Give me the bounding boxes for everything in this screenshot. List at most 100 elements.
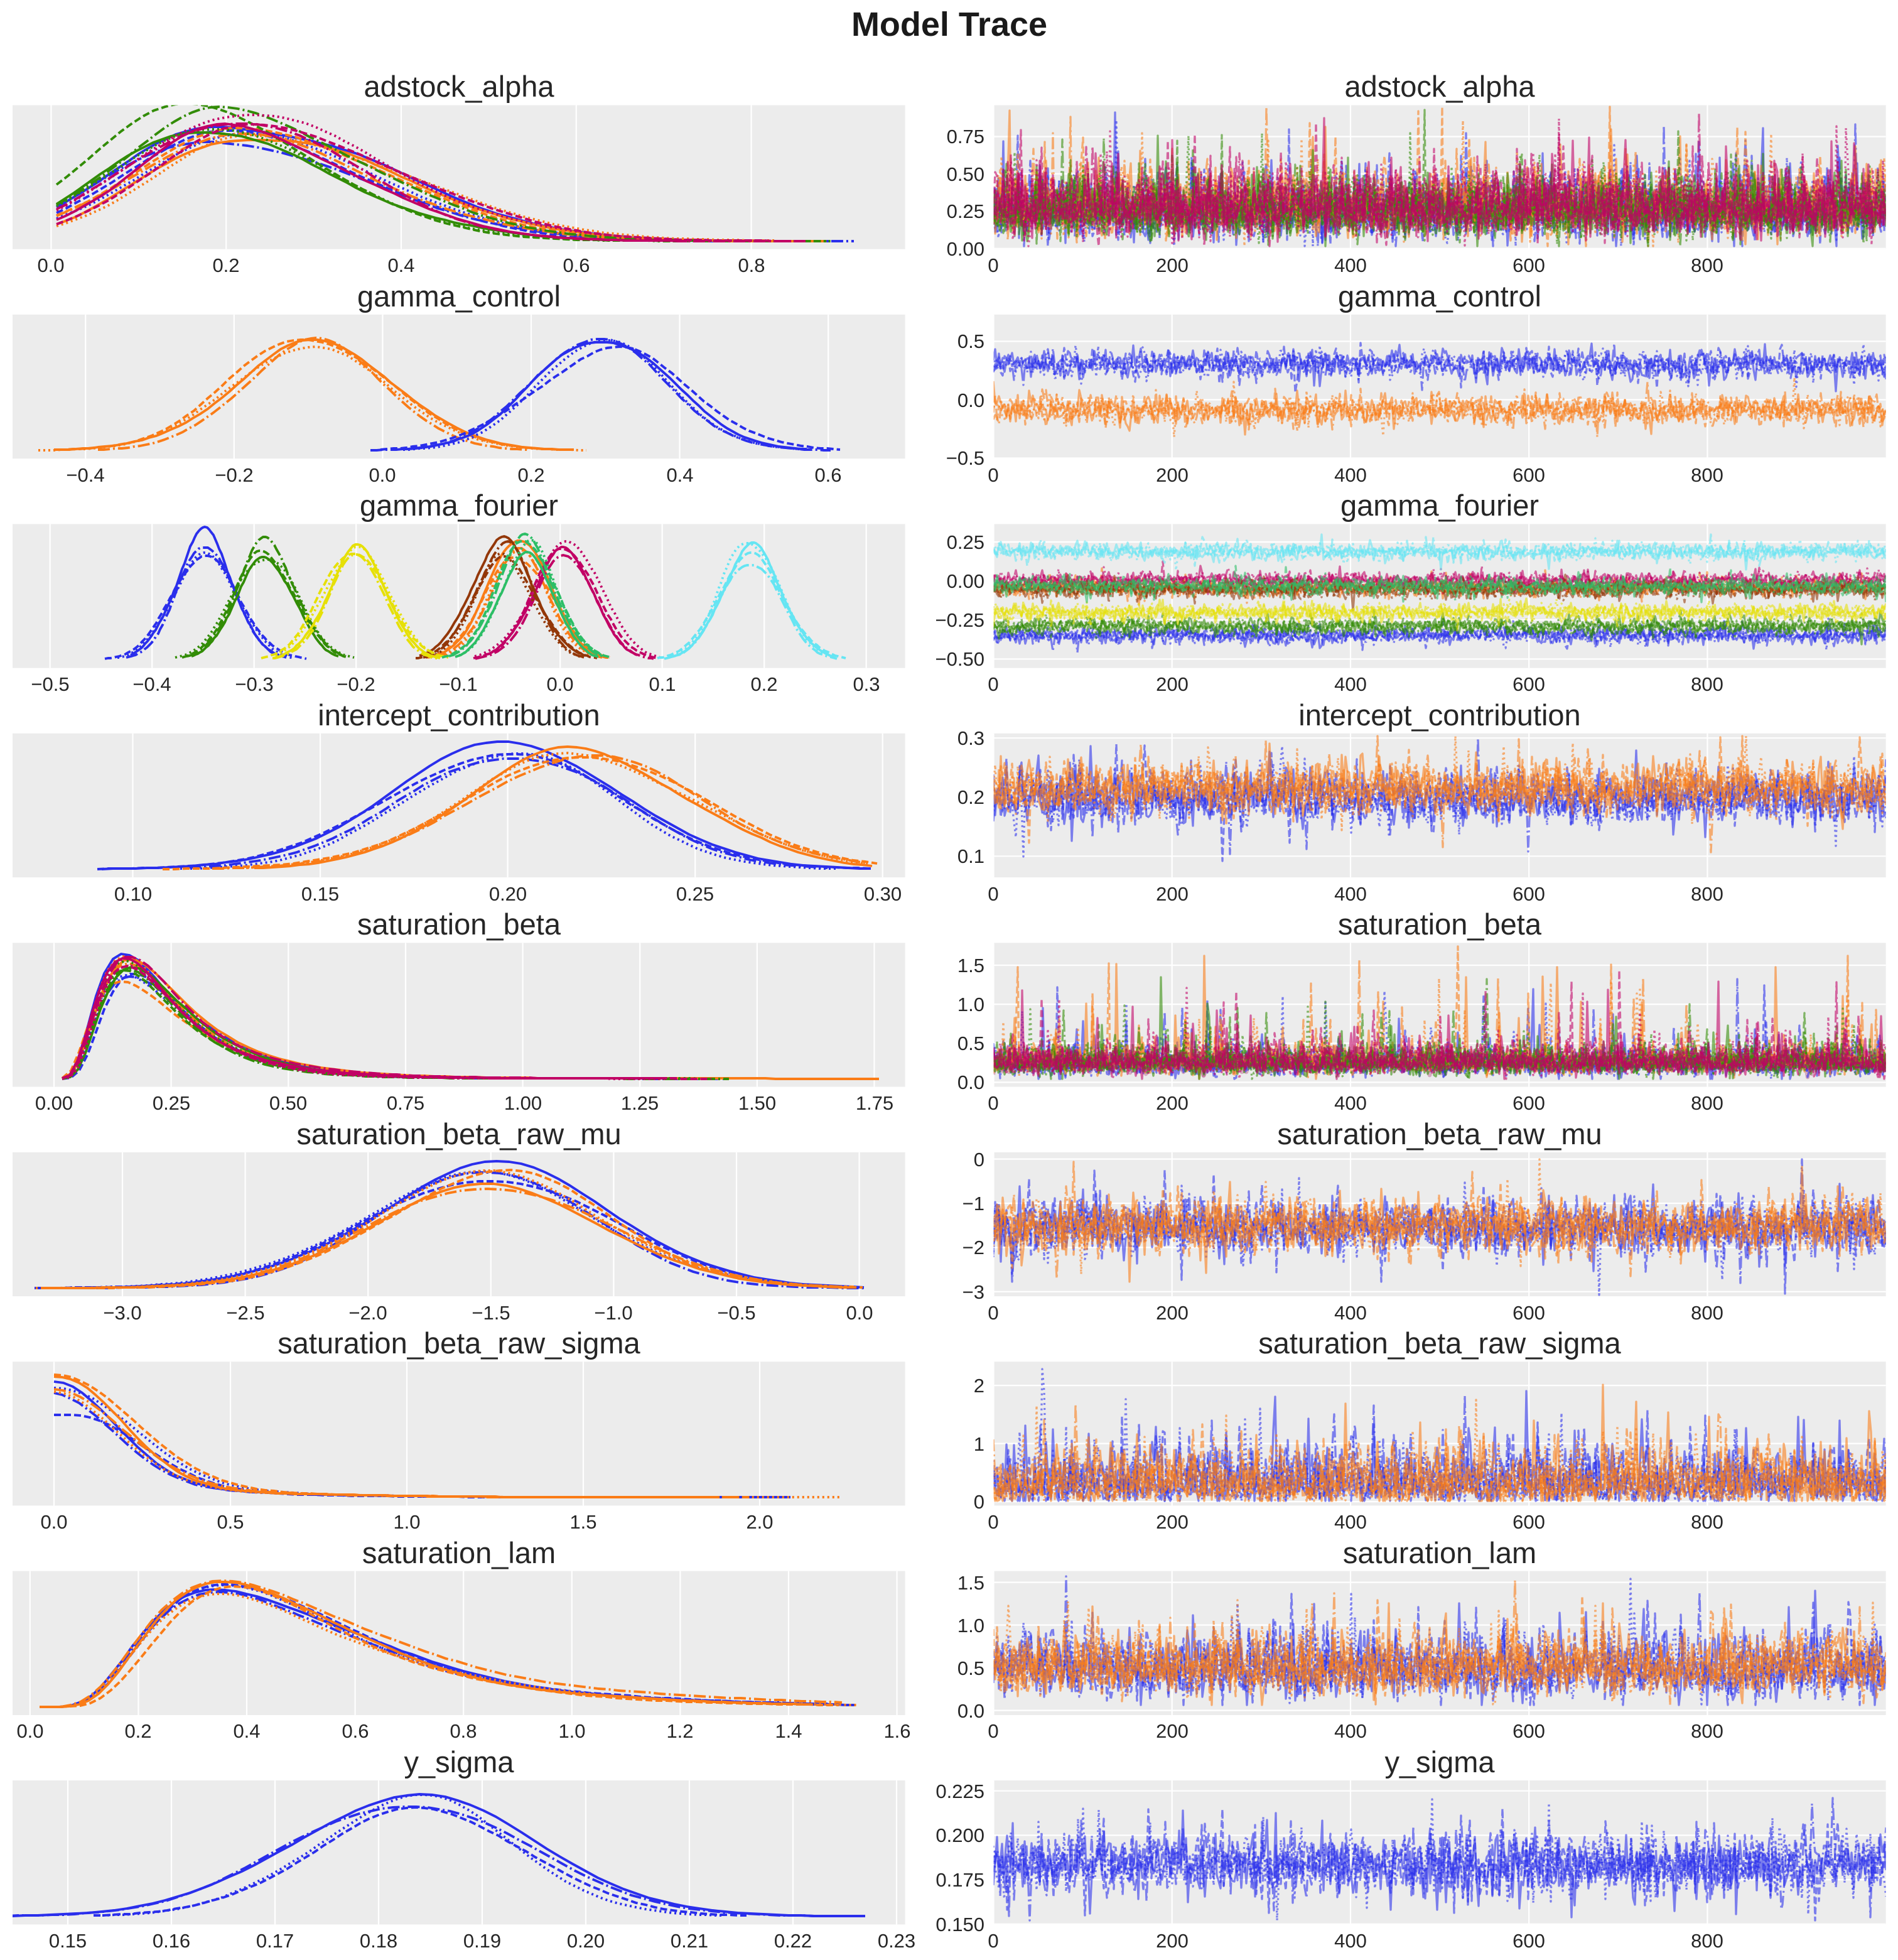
svg-text:2: 2: [974, 1375, 984, 1397]
svg-text:0: 0: [988, 1930, 998, 1952]
svg-text:0.0: 0.0: [37, 254, 64, 276]
svg-text:0: 0: [988, 1302, 998, 1324]
svg-text:800: 800: [1691, 1092, 1723, 1114]
svg-text:400: 400: [1334, 883, 1367, 905]
svg-text:0.5: 0.5: [957, 330, 984, 352]
svg-text:400: 400: [1334, 1720, 1367, 1742]
svg-text:−0.50: −0.50: [936, 648, 984, 670]
svg-text:200: 200: [1156, 883, 1189, 905]
svg-text:600: 600: [1512, 1720, 1545, 1742]
svg-text:1.6: 1.6: [883, 1720, 910, 1742]
svg-text:−0.1: −0.1: [439, 673, 477, 695]
svg-text:0.4: 0.4: [666, 464, 693, 486]
svg-text:1.2: 1.2: [666, 1720, 693, 1742]
svg-text:1.5: 1.5: [957, 955, 984, 977]
svg-text:800: 800: [1691, 254, 1723, 276]
svg-text:0.150: 0.150: [936, 1914, 984, 1936]
svg-text:−0.5: −0.5: [946, 447, 984, 469]
svg-text:0.21: 0.21: [671, 1930, 708, 1952]
svg-text:400: 400: [1334, 1930, 1367, 1952]
svg-text:800: 800: [1691, 883, 1723, 905]
svg-text:0.0: 0.0: [16, 1720, 43, 1742]
svg-text:200: 200: [1156, 1930, 1189, 1952]
svg-text:0.4: 0.4: [387, 254, 414, 276]
svg-text:0.15: 0.15: [301, 883, 339, 905]
svg-text:gamma_control: gamma_control: [357, 279, 561, 313]
svg-text:0.22: 0.22: [774, 1930, 812, 1952]
svg-text:adstock_alpha: adstock_alpha: [1344, 70, 1535, 103]
svg-text:intercept_contribution: intercept_contribution: [1298, 698, 1580, 732]
svg-text:0.2: 0.2: [212, 254, 239, 276]
svg-text:0.8: 0.8: [738, 254, 765, 276]
svg-text:200: 200: [1156, 673, 1189, 695]
svg-text:−2.5: −2.5: [226, 1302, 264, 1324]
svg-text:0.50: 0.50: [947, 163, 984, 185]
svg-text:−0.25: −0.25: [936, 609, 984, 631]
svg-text:gamma_fourier: gamma_fourier: [360, 489, 558, 522]
svg-text:800: 800: [1691, 1720, 1723, 1742]
svg-text:0.1: 0.1: [957, 845, 984, 867]
svg-text:y_sigma: y_sigma: [1384, 1745, 1495, 1779]
svg-text:800: 800: [1691, 673, 1723, 695]
svg-text:200: 200: [1156, 1720, 1189, 1742]
svg-text:0.25: 0.25: [947, 200, 984, 222]
svg-text:−2.0: −2.0: [348, 1302, 387, 1324]
svg-text:1.0: 1.0: [558, 1720, 585, 1742]
svg-text:0.30: 0.30: [864, 883, 902, 905]
svg-text:0.2: 0.2: [517, 464, 544, 486]
svg-text:1.4: 1.4: [775, 1720, 802, 1742]
svg-text:1.00: 1.00: [504, 1092, 542, 1114]
svg-text:saturation_beta: saturation_beta: [357, 907, 561, 941]
svg-text:400: 400: [1334, 464, 1367, 486]
svg-text:0: 0: [974, 1491, 984, 1513]
svg-text:0: 0: [988, 464, 998, 486]
svg-text:adstock_alpha: adstock_alpha: [364, 70, 554, 103]
svg-text:0: 0: [974, 1149, 984, 1171]
svg-text:200: 200: [1156, 1092, 1189, 1114]
svg-text:saturation_beta_raw_mu: saturation_beta_raw_mu: [296, 1117, 621, 1151]
svg-text:600: 600: [1512, 1930, 1545, 1952]
svg-text:0.10: 0.10: [114, 883, 152, 905]
svg-text:0: 0: [988, 1092, 998, 1114]
svg-text:0.175: 0.175: [936, 1869, 984, 1891]
svg-text:0.0: 0.0: [846, 1302, 873, 1324]
svg-text:0: 0: [988, 254, 998, 276]
svg-text:0.5: 0.5: [957, 1657, 984, 1679]
svg-text:1.0: 1.0: [957, 994, 984, 1015]
svg-text:−0.5: −0.5: [717, 1302, 755, 1324]
svg-text:400: 400: [1334, 1092, 1367, 1114]
svg-text:0.6: 0.6: [342, 1720, 369, 1742]
svg-text:1.50: 1.50: [738, 1092, 776, 1114]
svg-text:0.0: 0.0: [957, 1071, 984, 1093]
svg-text:0.0: 0.0: [546, 673, 573, 695]
svg-text:1.0: 1.0: [957, 1615, 984, 1637]
svg-text:saturation_beta_raw_sigma: saturation_beta_raw_sigma: [1258, 1326, 1621, 1360]
svg-text:600: 600: [1512, 883, 1545, 905]
svg-text:0: 0: [988, 673, 998, 695]
svg-text:0.6: 0.6: [563, 254, 590, 276]
svg-text:0.5: 0.5: [217, 1511, 244, 1533]
svg-text:0: 0: [988, 1720, 998, 1742]
svg-text:0.225: 0.225: [936, 1780, 984, 1802]
svg-text:0.8: 0.8: [450, 1720, 477, 1742]
svg-text:1.0: 1.0: [393, 1511, 420, 1533]
svg-text:−0.2: −0.2: [337, 673, 375, 695]
svg-text:0.00: 0.00: [947, 238, 984, 260]
svg-text:0.25: 0.25: [676, 883, 714, 905]
svg-text:saturation_lam: saturation_lam: [1343, 1536, 1536, 1569]
svg-text:0.0: 0.0: [957, 1700, 984, 1722]
svg-text:0: 0: [988, 883, 998, 905]
svg-text:0.15: 0.15: [49, 1930, 87, 1952]
svg-text:0.0: 0.0: [40, 1511, 67, 1533]
svg-text:−1.5: −1.5: [472, 1302, 510, 1324]
svg-text:0.200: 0.200: [936, 1824, 984, 1846]
svg-text:600: 600: [1512, 464, 1545, 486]
svg-text:0.2: 0.2: [957, 786, 984, 808]
svg-text:0.6: 0.6: [814, 464, 841, 486]
svg-text:saturation_beta_raw_sigma: saturation_beta_raw_sigma: [278, 1326, 640, 1360]
svg-text:saturation_lam: saturation_lam: [362, 1536, 556, 1569]
svg-text:0.75: 0.75: [947, 126, 984, 148]
svg-text:200: 200: [1156, 1302, 1189, 1324]
svg-text:400: 400: [1334, 254, 1367, 276]
svg-text:0.19: 0.19: [463, 1930, 501, 1952]
